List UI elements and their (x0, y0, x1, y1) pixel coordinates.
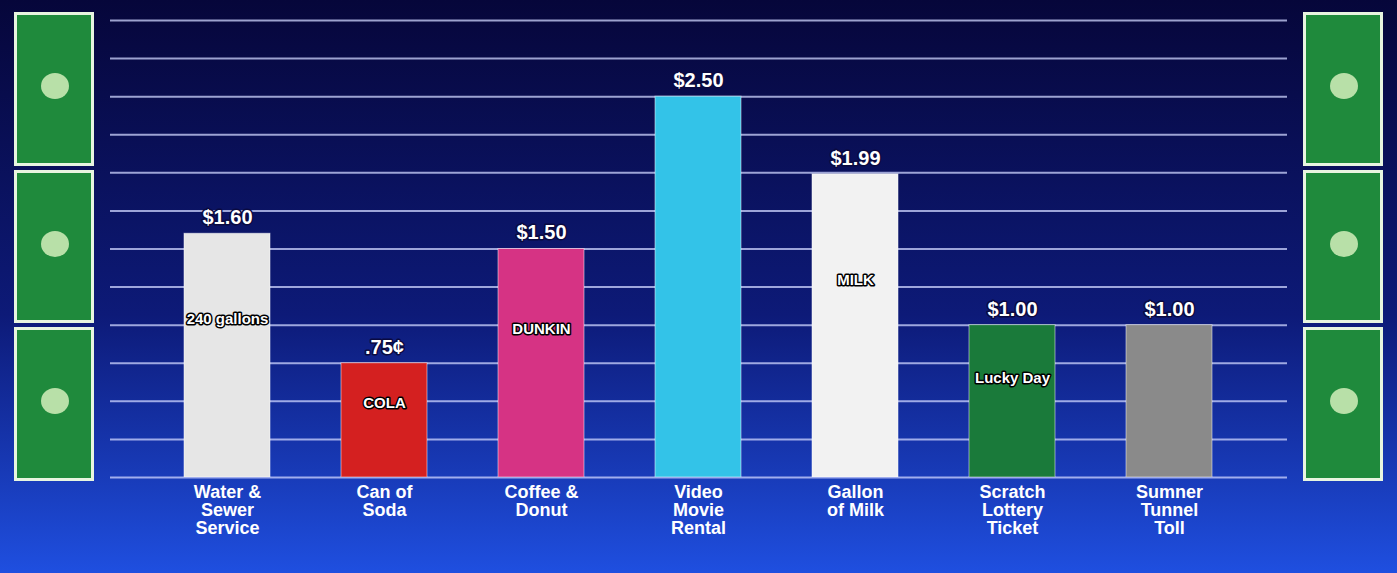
svg-text:$1.00: $1.00 (987, 298, 1037, 320)
svg-text:Can ofSoda: Can ofSoda (357, 482, 414, 520)
svg-text:$1.60: $1.60 (202, 206, 252, 228)
svg-text:COLA: COLA (363, 394, 406, 411)
svg-text:ScratchLotteryTicket: ScratchLotteryTicket (979, 482, 1045, 538)
svg-text:SumnerTunnelToll: SumnerTunnelToll (1136, 482, 1203, 538)
svg-text:Water &SewerService: Water &SewerService (194, 482, 261, 538)
svg-text:Coffee &Donut: Coffee &Donut (504, 482, 578, 520)
svg-text:$1.50: $1.50 (516, 221, 566, 243)
svg-text:VideoMovieRental: VideoMovieRental (671, 482, 726, 538)
svg-text:$2.50: $2.50 (673, 69, 723, 91)
svg-text:$1.00: $1.00 (1144, 298, 1194, 320)
svg-text:MILK: MILK (837, 271, 874, 288)
svg-text:DUNKIN: DUNKIN (512, 320, 570, 337)
svg-text:Lucky Day: Lucky Day (975, 369, 1051, 386)
svg-text:240 gallons: 240 gallons (187, 310, 269, 327)
svg-text:Gallonof Milk: Gallonof Milk (827, 482, 885, 520)
svg-text:.75¢: .75¢ (365, 336, 404, 358)
svg-text:$1.99: $1.99 (830, 147, 880, 169)
